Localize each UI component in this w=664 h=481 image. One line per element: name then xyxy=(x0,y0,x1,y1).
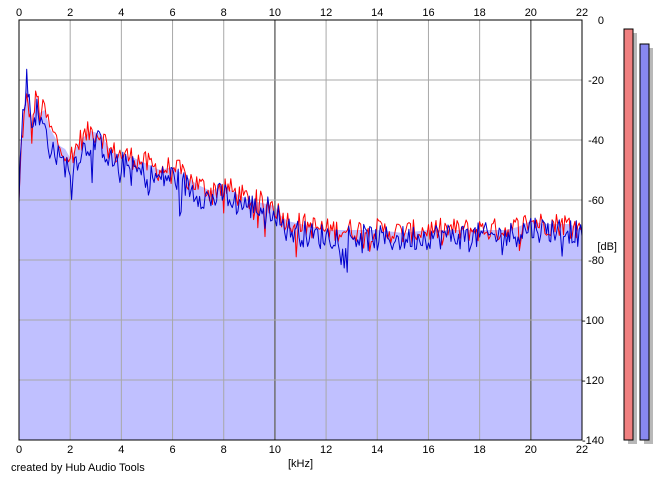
x-tick-label-bottom-18: 18 xyxy=(474,444,486,456)
level-meter-right xyxy=(639,43,650,441)
y-tick-label-neg80: -80 xyxy=(588,255,604,267)
x-tick-label-top-14: 14 xyxy=(371,7,383,19)
y-tick-label-neg120: -120 xyxy=(582,375,604,387)
x-tick-label-bottom-2: 2 xyxy=(67,444,73,456)
x-tick-label-bottom-10: 10 xyxy=(269,444,281,456)
plot-frame xyxy=(18,19,583,441)
x-tick-label-bottom-6: 6 xyxy=(169,444,175,456)
x-tick-label-bottom-20: 20 xyxy=(525,444,537,456)
x-tick-label-top-6: 6 xyxy=(169,7,175,19)
y-tick-label-neg100: -100 xyxy=(582,315,604,327)
x-tick-label-bottom-8: 8 xyxy=(221,444,227,456)
y-tick-label-neg140: -140 xyxy=(582,435,604,447)
series-line-1 xyxy=(18,90,583,258)
x-axis-label: [kHz] xyxy=(288,458,313,470)
x-tick-label-bottom-16: 16 xyxy=(422,444,434,456)
x-tick-label-top-20: 20 xyxy=(525,7,537,19)
y-tick-label-0: 0 xyxy=(598,15,604,27)
y-axis-label: [dB] xyxy=(597,241,617,253)
x-tick-label-top-16: 16 xyxy=(422,7,434,19)
x-tick-label-bottom-4: 4 xyxy=(118,444,124,456)
x-tick-label-top-2: 2 xyxy=(67,7,73,19)
x-tick-label-top-10: 10 xyxy=(269,7,281,19)
x-tick-label-bottom-22: 22 xyxy=(576,444,588,456)
x-tick-label-top-18: 18 xyxy=(474,7,486,19)
series-line-2 xyxy=(18,68,583,273)
level-meter-left xyxy=(623,28,634,441)
x-tick-label-bottom-12: 12 xyxy=(320,444,332,456)
x-tick-label-top-8: 8 xyxy=(221,7,227,19)
x-tick-label-top-4: 4 xyxy=(118,7,124,19)
series-layer xyxy=(18,68,583,273)
level-meters xyxy=(623,28,653,444)
x-tick-label-bottom-14: 14 xyxy=(371,444,383,456)
x-tick-label-top-12: 12 xyxy=(320,7,332,19)
x-tick-label-bottom-0: 0 xyxy=(16,444,22,456)
x-tick-label-top-22: 22 xyxy=(576,7,588,19)
axis-layer: 002244668810101212141416161818202022220-… xyxy=(16,7,617,470)
y-tick-label-neg40: -40 xyxy=(588,135,604,147)
x-tick-label-top-0: 0 xyxy=(16,7,22,19)
y-tick-label-neg20: -20 xyxy=(588,75,604,87)
credit-text: created by Hub Audio Tools xyxy=(11,462,145,474)
y-tick-label-neg60: -60 xyxy=(588,195,604,207)
